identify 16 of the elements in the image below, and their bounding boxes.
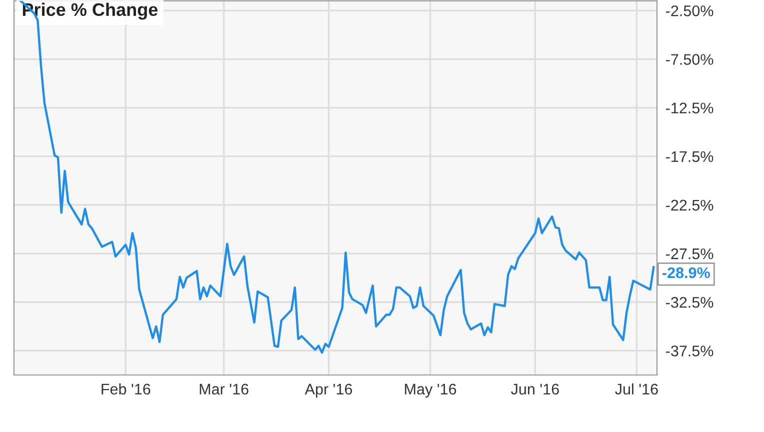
x-tick-label: Jul '16 xyxy=(615,383,658,395)
y-tick-label: -12.5% xyxy=(666,102,714,114)
x-tick-label: Mar '16 xyxy=(200,384,248,395)
x-tick-label: May '16 xyxy=(405,384,456,398)
y-tick-label: -2.50% xyxy=(666,5,714,16)
line-series xyxy=(20,0,655,354)
x-tick-label: Apr '16 xyxy=(304,384,352,398)
y-tick-label: -22.5% xyxy=(666,200,714,211)
y-tick-label: -7.50% xyxy=(666,54,714,65)
x-tick-label: Jun '16 xyxy=(511,384,559,395)
y-tick-label: -32.5% xyxy=(666,296,714,308)
y-tick-label: -27.5% xyxy=(666,248,714,260)
y-tick-label: -37.5% xyxy=(666,346,714,356)
x-tick-label: Feb '16 xyxy=(102,383,150,395)
y-tick-label: -17.5% xyxy=(666,151,714,162)
annotation: -28.9% xyxy=(662,267,710,278)
